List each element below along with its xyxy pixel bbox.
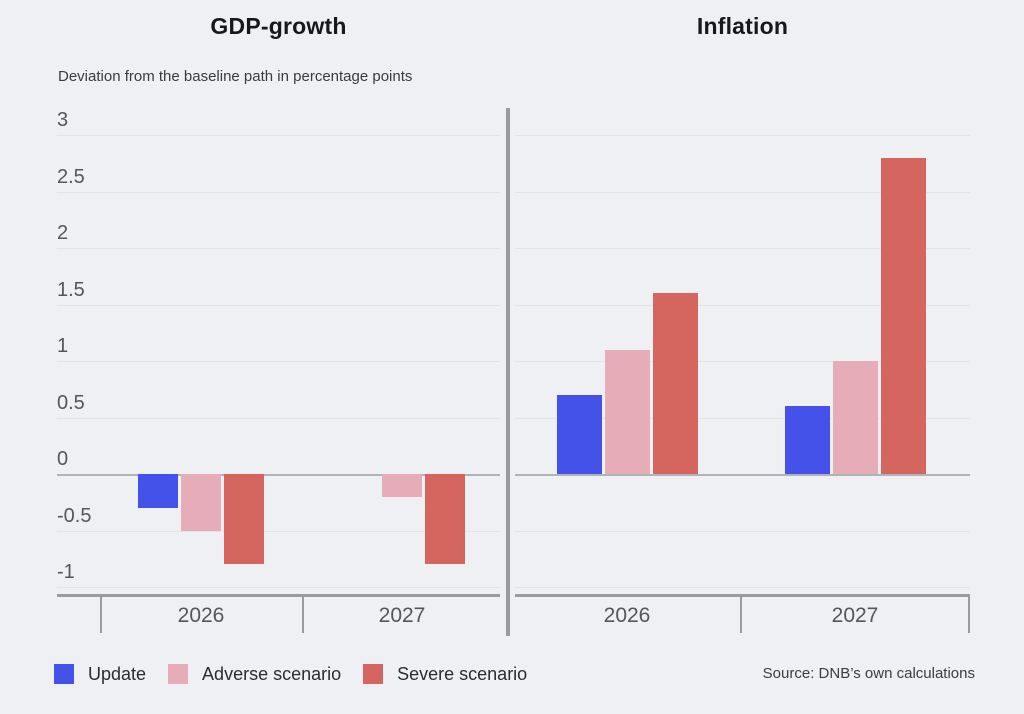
chart-legend: Update Adverse scenario Severe scenario: [54, 663, 549, 685]
legend-item-adverse-scenario: Adverse scenario: [168, 664, 341, 685]
gridline: [515, 530, 970, 532]
bar-2026-severe-scenario: [224, 474, 264, 564]
x-axis: [515, 594, 970, 597]
bar-2027-update: [784, 406, 830, 475]
gridline: [515, 587, 970, 588]
bar-2026-adverse-scenario: [604, 349, 650, 474]
gridline: [515, 417, 970, 419]
x-axis-tick: [740, 594, 742, 633]
gridline: [57, 191, 500, 193]
legend-swatch-severe-scenario: [363, 664, 384, 684]
category-label-2026: 2026: [603, 604, 651, 627]
gridline: [57, 361, 500, 362]
legend-label: Severe scenario: [397, 663, 528, 684]
panel-title-inflation: Inflation: [696, 13, 789, 39]
y-tick-label: 1: [57, 335, 69, 357]
y-tick-label: 0: [57, 448, 69, 470]
legend-item-update: Update: [54, 664, 146, 685]
gridline: [515, 361, 970, 362]
bar-2027-severe-scenario: [425, 474, 465, 564]
legend-swatch-adverse-scenario: [168, 664, 189, 684]
x-axis-tick: [100, 594, 102, 633]
gridline: [515, 135, 970, 136]
y-tick-label: 2: [57, 222, 69, 244]
x-axis: [57, 594, 500, 597]
gridline: [57, 530, 500, 532]
gridline: [57, 587, 500, 588]
category-label-2026: 2026: [177, 604, 225, 627]
y-tick-label: 0.5: [57, 391, 85, 414]
panel-divider: [506, 108, 510, 636]
bar-2026-severe-scenario: [652, 293, 698, 475]
bar-2026-update: [556, 394, 602, 474]
gridline: [515, 191, 970, 193]
gridline: [57, 248, 500, 249]
x-axis-tick: [968, 594, 970, 633]
source-note: Source: DNB’s own calculations: [762, 665, 975, 682]
gridline: [515, 248, 970, 249]
y-tick-label: -1: [57, 561, 75, 583]
zero-line: [57, 474, 500, 476]
legend-swatch-update: [54, 664, 74, 684]
bar-2027-severe-scenario: [880, 157, 926, 474]
category-label-2027: 2027: [831, 604, 879, 627]
y-tick-label: 1.5: [57, 278, 85, 301]
legend-label: Adverse scenario: [202, 663, 342, 684]
category-label-2027: 2027: [378, 604, 426, 627]
gridline: [515, 304, 970, 306]
bar-2027-adverse-scenario: [382, 474, 422, 497]
panel-title-gdp-growth: GDP-growth: [210, 13, 347, 39]
y-tick-label: 3: [57, 109, 69, 131]
bar-2026-adverse-scenario: [181, 474, 221, 531]
bar-2026-update: [138, 474, 178, 508]
zero-line: [515, 474, 970, 476]
y-tick-label: -0.5: [57, 504, 92, 527]
chart-subtitle: Deviation from the baseline path in perc…: [58, 68, 413, 85]
gridline: [57, 417, 500, 419]
y-tick-label: 2.5: [57, 165, 85, 188]
gridline: [57, 304, 500, 306]
bar-2027-adverse-scenario: [832, 361, 878, 474]
gridline: [57, 135, 500, 136]
x-axis-tick: [302, 594, 304, 633]
legend-item-severe-scenario: Severe scenario: [363, 664, 527, 685]
legend-label: Update: [88, 663, 147, 684]
